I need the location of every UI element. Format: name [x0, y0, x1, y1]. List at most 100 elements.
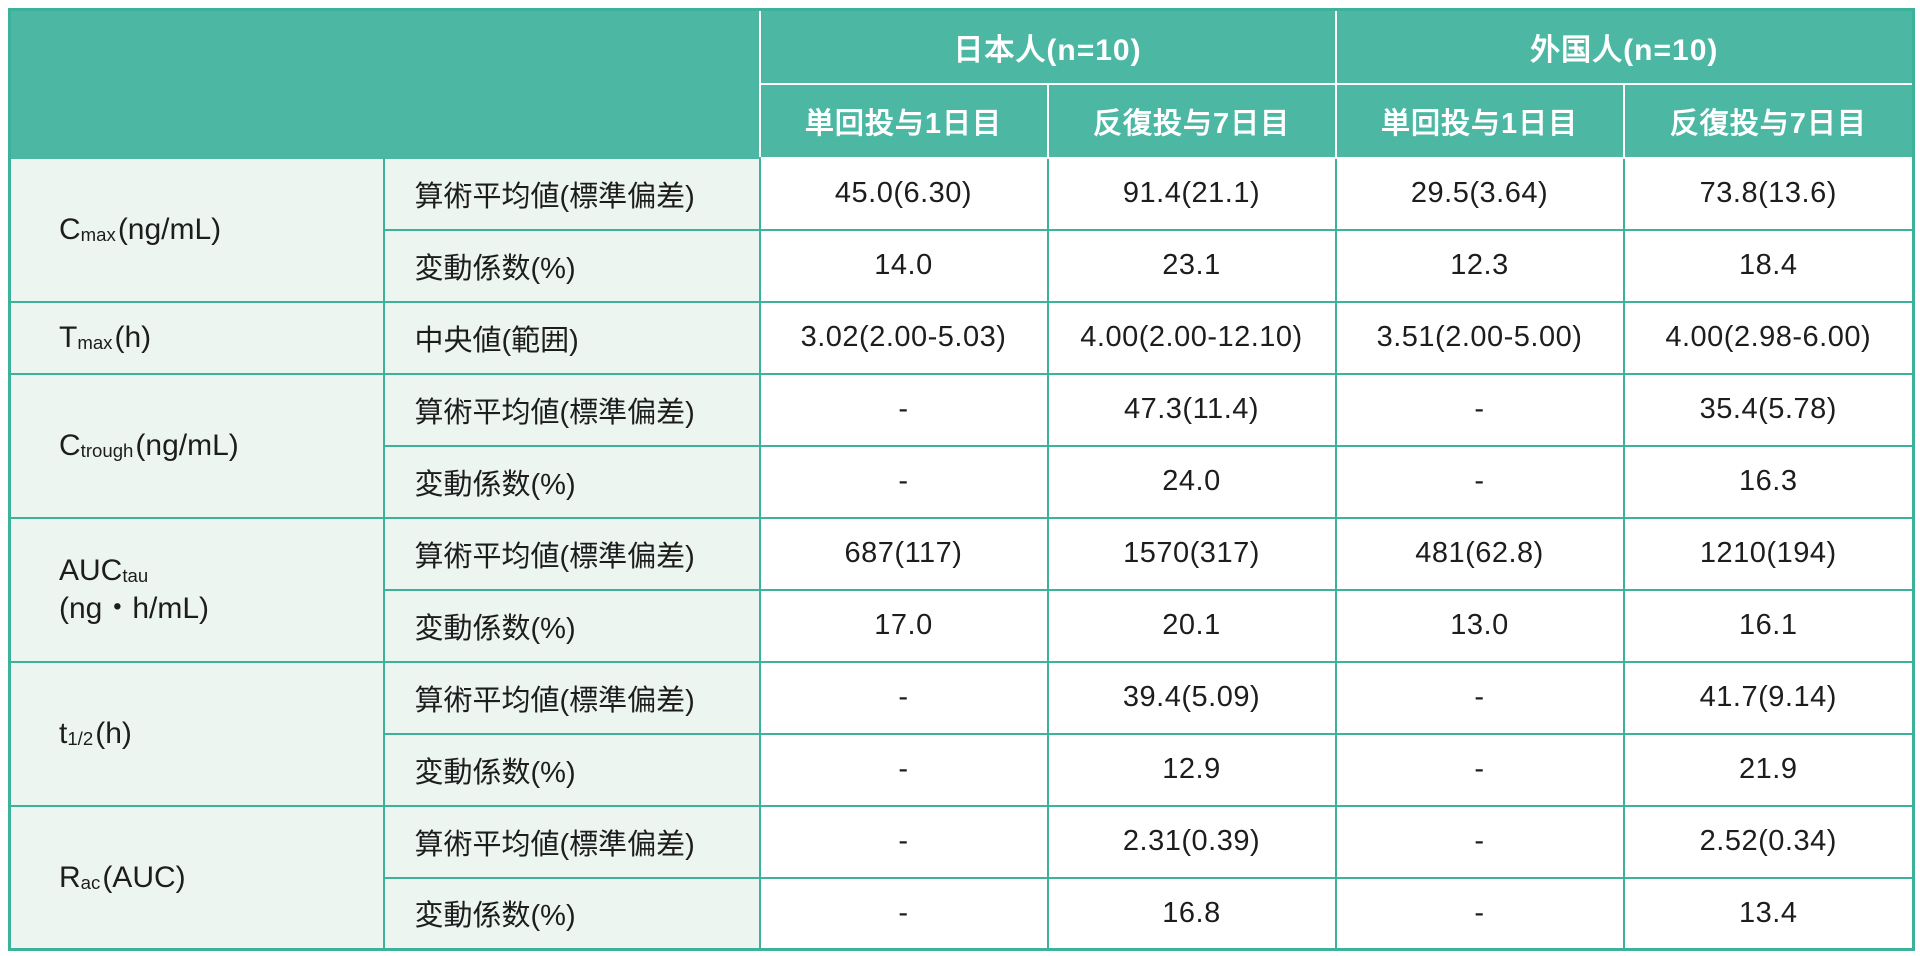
value-cell: 21.9: [1622, 732, 1915, 807]
header-row-subheaders: 単回投与1日目 反復投与7日目 単回投与1日目 反復投与7日目: [10, 82, 1915, 159]
stat-label-median-range: 中央値(範囲): [382, 300, 761, 375]
table-row: 変動係数(%) 14.0 23.1 12.3 18.4: [10, 228, 1915, 303]
table-row: 変動係数(%) - 24.0 - 16.3: [10, 444, 1915, 519]
value-cell: -: [758, 660, 1049, 735]
value-cell: 16.1: [1622, 588, 1915, 663]
param-unit: (ng/mL): [135, 428, 239, 462]
header-blank-cell: [8, 8, 761, 159]
subheader-fo-single-day1: 単回投与1日目: [1334, 82, 1625, 159]
param-unit: (h): [95, 716, 132, 750]
param-subscript: ac: [80, 871, 101, 893]
value-cell: 16.3: [1622, 444, 1915, 519]
value-cell: -: [758, 444, 1049, 519]
value-cell: 24.0: [1046, 444, 1337, 519]
value-cell: -: [1334, 876, 1625, 951]
table-row: AUCtau (ng・h/mL) 算術平均値(標準偏差) 687(117) 157…: [8, 516, 1915, 663]
value-cell: -: [758, 732, 1049, 807]
subheader-jp-repeat-day7: 反復投与7日目: [1046, 82, 1337, 159]
param-subscript: tau: [122, 565, 149, 587]
stat-label-cv: 変動係数(%): [382, 876, 761, 951]
value-cell: 23.1: [1046, 228, 1337, 303]
stat-label-cv: 変動係数(%): [382, 228, 761, 303]
value-cell: 14.0: [758, 228, 1049, 303]
value-cell: 12.9: [1046, 732, 1337, 807]
param-base: R: [59, 860, 81, 894]
param-rac: Rac(AUC): [8, 804, 385, 951]
param-cmax: Cmax(ng/mL): [8, 156, 385, 303]
header-group-japanese: 日本人(n=10): [758, 8, 1337, 85]
param-subscript: 1/2: [67, 727, 94, 749]
stat-label-cv: 変動係数(%): [382, 588, 761, 663]
table-row: Rac(AUC) 算術平均値(標準偏差) - 2.31(0.39) - 2.52…: [8, 804, 1915, 951]
value-cell: -: [1334, 372, 1625, 447]
param-subscript: max: [80, 223, 116, 245]
param-subscript: trough: [80, 439, 134, 461]
subheader-jp-single-day1: 単回投与1日目: [758, 82, 1049, 159]
table-row: t1/2(h) 算術平均値(標準偏差) - 39.4(5.09) - 41.7(…: [8, 660, 1915, 807]
stat-label-cv: 変動係数(%): [382, 732, 761, 807]
value-cell: 41.7(9.14): [1622, 660, 1915, 735]
stat-label-mean-sd: 算術平均値(標準偏差): [382, 804, 761, 879]
value-cell: 16.8: [1046, 876, 1337, 951]
value-cell: 1570(317): [1046, 516, 1337, 591]
stat-label-mean-sd: 算術平均値(標準偏差): [382, 156, 761, 231]
table-row: Ctrough(ng/mL) 算術平均値(標準偏差) - 47.3(11.4) …: [8, 372, 1915, 519]
value-cell: 45.0(6.30): [758, 156, 1049, 231]
table-row: Cmax(ng/mL) 算術平均値(標準偏差) 45.0(6.30) 91.4(…: [8, 156, 1915, 303]
value-cell: 3.51(2.00-5.00): [1334, 300, 1625, 375]
value-cell: -: [758, 804, 1049, 879]
param-unit: (h): [114, 320, 152, 354]
param-base: C: [59, 212, 81, 246]
value-cell: 73.8(13.6): [1622, 156, 1915, 231]
param-base: t: [59, 716, 68, 750]
value-cell: -: [758, 372, 1049, 447]
param-subscript: max: [77, 331, 113, 353]
value-cell: 13.0: [1334, 588, 1625, 663]
param-unit: (AUC): [102, 860, 186, 894]
param-tmax: Tmax(h): [8, 300, 385, 375]
value-cell: -: [1334, 444, 1625, 519]
value-cell: -: [1334, 732, 1625, 807]
table-row: 変動係数(%) - 12.9 - 21.9: [10, 732, 1915, 807]
pk-parameters-table: 日本人(n=10) 外国人(n=10) 単回投与1日目 反復投与7日目 単回投与…: [8, 8, 1916, 951]
value-cell: 39.4(5.09): [1046, 660, 1337, 735]
param-ctrough: Ctrough(ng/mL): [8, 372, 385, 519]
header-group-foreign: 外国人(n=10): [1334, 8, 1915, 85]
subheader-fo-repeat-day7: 反復投与7日目: [1622, 82, 1915, 159]
value-cell: 4.00(2.98-6.00): [1622, 300, 1915, 375]
value-cell: 18.4: [1622, 228, 1915, 303]
stat-label-mean-sd: 算術平均値(標準偏差): [382, 516, 761, 591]
value-cell: 47.3(11.4): [1046, 372, 1337, 447]
param-thalf: t1/2(h): [8, 660, 385, 807]
value-cell: 17.0: [758, 588, 1049, 663]
value-cell: 13.4: [1622, 876, 1915, 951]
header-row-groups: 日本人(n=10) 外国人(n=10): [8, 8, 1915, 159]
value-cell: 481(62.8): [1334, 516, 1625, 591]
value-cell: 687(117): [758, 516, 1049, 591]
value-cell: 35.4(5.78): [1622, 372, 1915, 447]
value-cell: 4.00(2.00-12.10): [1046, 300, 1337, 375]
stat-label-mean-sd: 算術平均値(標準偏差): [382, 660, 761, 735]
value-cell: 12.3: [1334, 228, 1625, 303]
value-cell: 1210(194): [1622, 516, 1915, 591]
value-cell: -: [1334, 660, 1625, 735]
param-auctau: AUCtau (ng・h/mL): [8, 516, 385, 663]
value-cell: 2.52(0.34): [1622, 804, 1915, 879]
value-cell: -: [758, 876, 1049, 951]
param-unit: (ng/mL): [117, 212, 222, 246]
value-cell: 2.31(0.39): [1046, 804, 1337, 879]
value-cell: 29.5(3.64): [1334, 156, 1625, 231]
table-row: 変動係数(%) - 16.8 - 13.4: [10, 876, 1915, 951]
stat-label-mean-sd: 算術平均値(標準偏差): [382, 372, 761, 447]
table-row: Tmax(h) 中央値(範囲) 3.02(2.00-5.03) 4.00(2.0…: [8, 300, 1915, 375]
value-cell: 91.4(21.1): [1046, 156, 1337, 231]
param-base: AUC: [59, 554, 123, 587]
param-unit: (ng・h/mL): [59, 591, 210, 625]
value-cell: -: [1334, 804, 1625, 879]
value-cell: 3.02(2.00-5.03): [758, 300, 1049, 375]
param-base: T: [59, 320, 78, 354]
stat-label-cv: 変動係数(%): [382, 444, 761, 519]
value-cell: 20.1: [1046, 588, 1337, 663]
table-row: 変動係数(%) 17.0 20.1 13.0 16.1: [10, 588, 1915, 663]
